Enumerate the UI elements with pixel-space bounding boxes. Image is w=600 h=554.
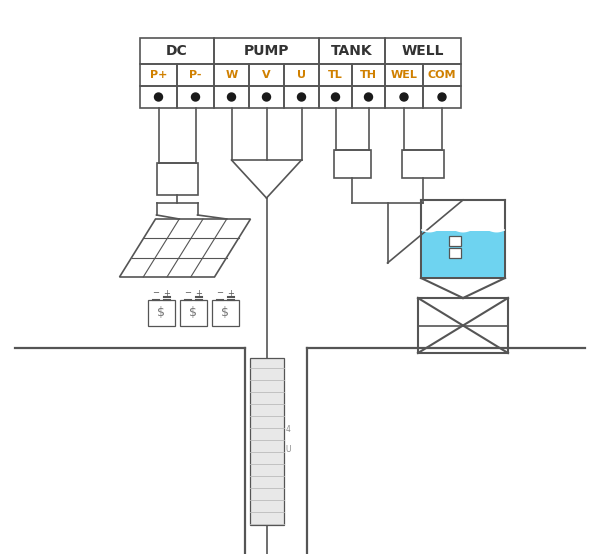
Bar xyxy=(249,86,284,108)
Text: TH: TH xyxy=(360,70,377,80)
Bar xyxy=(319,38,385,64)
Circle shape xyxy=(227,93,235,101)
Bar xyxy=(423,86,461,108)
Text: 4: 4 xyxy=(286,425,290,434)
Text: TANK: TANK xyxy=(331,44,373,58)
Bar xyxy=(212,300,239,326)
Text: P+: P+ xyxy=(150,70,167,80)
Bar xyxy=(352,64,385,86)
Text: V: V xyxy=(262,70,271,80)
Bar xyxy=(422,230,504,277)
Bar xyxy=(334,150,371,178)
Bar xyxy=(214,38,319,64)
Bar xyxy=(352,86,385,108)
Bar xyxy=(214,86,249,108)
Bar xyxy=(449,248,461,258)
Text: TL: TL xyxy=(328,70,343,80)
Circle shape xyxy=(298,93,305,101)
Bar xyxy=(250,358,284,525)
Bar xyxy=(140,38,214,64)
Circle shape xyxy=(191,93,199,101)
Bar xyxy=(284,86,319,108)
Bar xyxy=(402,150,444,178)
Bar xyxy=(177,64,214,86)
Bar xyxy=(319,64,352,86)
Text: COM: COM xyxy=(428,70,456,80)
Text: −: − xyxy=(217,289,224,297)
Bar xyxy=(157,163,197,195)
Text: +: + xyxy=(227,289,235,297)
Text: P-: P- xyxy=(189,70,202,80)
Bar xyxy=(449,235,461,245)
Bar xyxy=(385,64,423,86)
Text: −: − xyxy=(185,289,191,297)
Circle shape xyxy=(365,93,373,101)
Text: W: W xyxy=(226,70,238,80)
Text: +: + xyxy=(196,289,202,297)
Bar xyxy=(385,38,461,64)
Bar xyxy=(249,64,284,86)
Text: $: $ xyxy=(190,306,197,320)
Bar xyxy=(284,64,319,86)
Circle shape xyxy=(438,93,446,101)
Circle shape xyxy=(400,93,408,101)
Bar xyxy=(319,86,352,108)
Bar xyxy=(385,86,423,108)
Text: WEL: WEL xyxy=(391,70,418,80)
Text: PUMP: PUMP xyxy=(244,44,289,58)
Bar xyxy=(423,64,461,86)
Text: WELL: WELL xyxy=(402,44,444,58)
Bar xyxy=(177,86,214,108)
Bar xyxy=(214,64,249,86)
Bar xyxy=(180,300,207,326)
Bar xyxy=(140,86,177,108)
Circle shape xyxy=(263,93,271,101)
Bar xyxy=(148,300,175,326)
Text: U: U xyxy=(297,70,306,80)
Text: $: $ xyxy=(157,306,166,320)
Text: +: + xyxy=(163,289,170,297)
Text: $: $ xyxy=(221,306,229,320)
Bar xyxy=(140,64,177,86)
Text: DC: DC xyxy=(166,44,188,58)
Circle shape xyxy=(331,93,340,101)
Text: −: − xyxy=(152,289,160,297)
Text: U: U xyxy=(286,445,291,454)
Circle shape xyxy=(155,93,163,101)
